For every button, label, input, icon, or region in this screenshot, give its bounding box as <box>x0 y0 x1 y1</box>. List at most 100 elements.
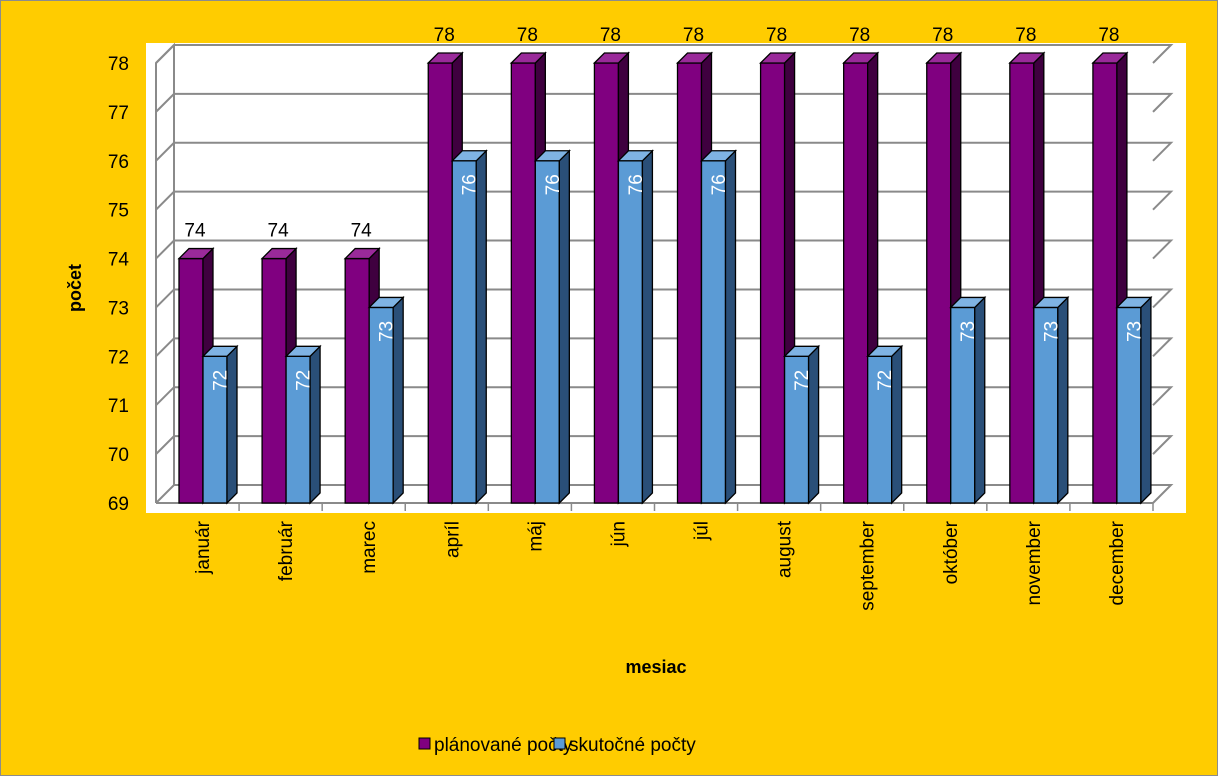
data-label-planned: 78 <box>1015 25 1036 46</box>
bar-actual <box>866 344 904 505</box>
gridlines <box>155 44 1174 504</box>
bar-front <box>1009 62 1035 504</box>
bar-front <box>867 355 893 504</box>
bar-top <box>1008 52 1046 64</box>
x-tick-label: august <box>775 520 796 578</box>
x-tick-label: november <box>1024 520 1045 605</box>
bar-front <box>178 257 204 504</box>
y-tick-label: 71 <box>108 396 129 417</box>
y-tick-label: 72 <box>108 347 129 368</box>
gridline <box>155 484 1174 504</box>
gridline <box>155 92 1174 113</box>
x-tick-label: júl <box>692 521 713 541</box>
data-labels: 74 72 74 72 74 73 78 76 78 76 78 76 78 76 78 72 78 72 78 73… <box>184 25 1145 391</box>
bar-top <box>1115 296 1153 309</box>
y-tick-label: 76 <box>108 152 129 173</box>
y-tick-label: 70 <box>108 445 129 466</box>
x-tick-label: apríl <box>442 521 463 558</box>
bar-front <box>534 160 560 504</box>
bar-top <box>367 296 405 309</box>
bar-top <box>284 345 322 357</box>
data-label-planned: 74 <box>184 221 206 242</box>
bar-top <box>592 52 630 64</box>
gridline <box>155 386 1174 406</box>
bar-actual <box>783 344 821 505</box>
bar-actual <box>699 149 738 505</box>
bar-front <box>261 257 287 504</box>
data-label-actual: 72 <box>792 370 813 391</box>
data-label-planned: 78 <box>600 25 621 46</box>
x-tick-label: február <box>276 520 297 581</box>
data-label-planned: 78 <box>849 25 870 46</box>
bar-front <box>843 62 869 504</box>
data-label-actual: 76 <box>460 174 481 195</box>
bar-front <box>617 160 644 504</box>
bar-side <box>558 149 570 505</box>
bar-top <box>675 52 714 64</box>
bar-top <box>426 52 464 64</box>
bar-top <box>616 150 654 162</box>
bar-top <box>343 247 381 260</box>
x-tick-label: október <box>941 520 962 584</box>
bar-planned <box>1091 51 1129 505</box>
bar-front <box>700 160 727 504</box>
gridline <box>155 239 1174 260</box>
bar-side <box>724 149 737 505</box>
legend-swatch-actual <box>553 737 566 750</box>
bar-planned <box>177 246 215 505</box>
data-label-actual: 76 <box>626 174 647 195</box>
bar-actual <box>450 149 488 505</box>
bar-top <box>759 52 797 64</box>
x-tick-label: január <box>193 520 214 574</box>
bar-front <box>510 62 536 504</box>
bar-front <box>759 62 786 504</box>
bar-front <box>427 62 453 504</box>
data-label-planned: 78 <box>766 25 787 46</box>
bar-top <box>866 345 904 357</box>
bar-actual <box>367 295 405 505</box>
x-tick-label: marec <box>359 521 380 574</box>
bar-front <box>926 62 952 504</box>
y-axis-line <box>155 42 175 503</box>
bar-front <box>451 160 477 504</box>
data-label-planned: 78 <box>517 25 538 46</box>
axes <box>155 42 1154 511</box>
bar-top <box>450 150 488 162</box>
legend-label-actual: skutočné počty <box>569 735 696 756</box>
data-label-planned: 78 <box>1098 25 1119 46</box>
bar-top <box>533 150 571 162</box>
legend: plánované počty skutočné počty <box>418 735 696 756</box>
bar-front <box>344 257 370 504</box>
bar-actual <box>533 149 571 505</box>
bar-side <box>641 149 654 505</box>
data-label-actual: 72 <box>211 370 232 391</box>
y-axis-title: počet <box>65 264 85 312</box>
legend-label-planned: plánované počty <box>434 735 573 756</box>
bar-top <box>1032 296 1070 309</box>
x-tick-label: september <box>858 520 879 610</box>
bar-actual <box>201 344 239 505</box>
bar-top <box>783 345 821 357</box>
x-tick-label: december <box>1107 520 1128 605</box>
data-label-actual: 73 <box>1124 321 1145 342</box>
bar-top <box>177 247 215 260</box>
data-label-actual: 73 <box>1041 321 1062 342</box>
x-tick-label: máj <box>525 521 546 552</box>
gridline <box>155 337 1174 358</box>
bar-top <box>699 150 738 162</box>
bar-top <box>842 52 880 64</box>
bars <box>177 51 1153 505</box>
gridline <box>155 190 1174 211</box>
y-tick-label: 77 <box>108 103 129 124</box>
bar-top <box>509 52 547 64</box>
bar-top <box>1091 52 1129 64</box>
y-tick-label: 74 <box>108 250 130 271</box>
bar-front <box>783 355 810 504</box>
data-label-actual: 72 <box>294 370 315 391</box>
x-axis-title: mesiac <box>625 657 686 677</box>
bar-front <box>368 306 394 504</box>
data-label-actual: 76 <box>543 174 564 195</box>
bar-front <box>285 355 311 504</box>
y-tick-label: 78 <box>108 54 129 75</box>
